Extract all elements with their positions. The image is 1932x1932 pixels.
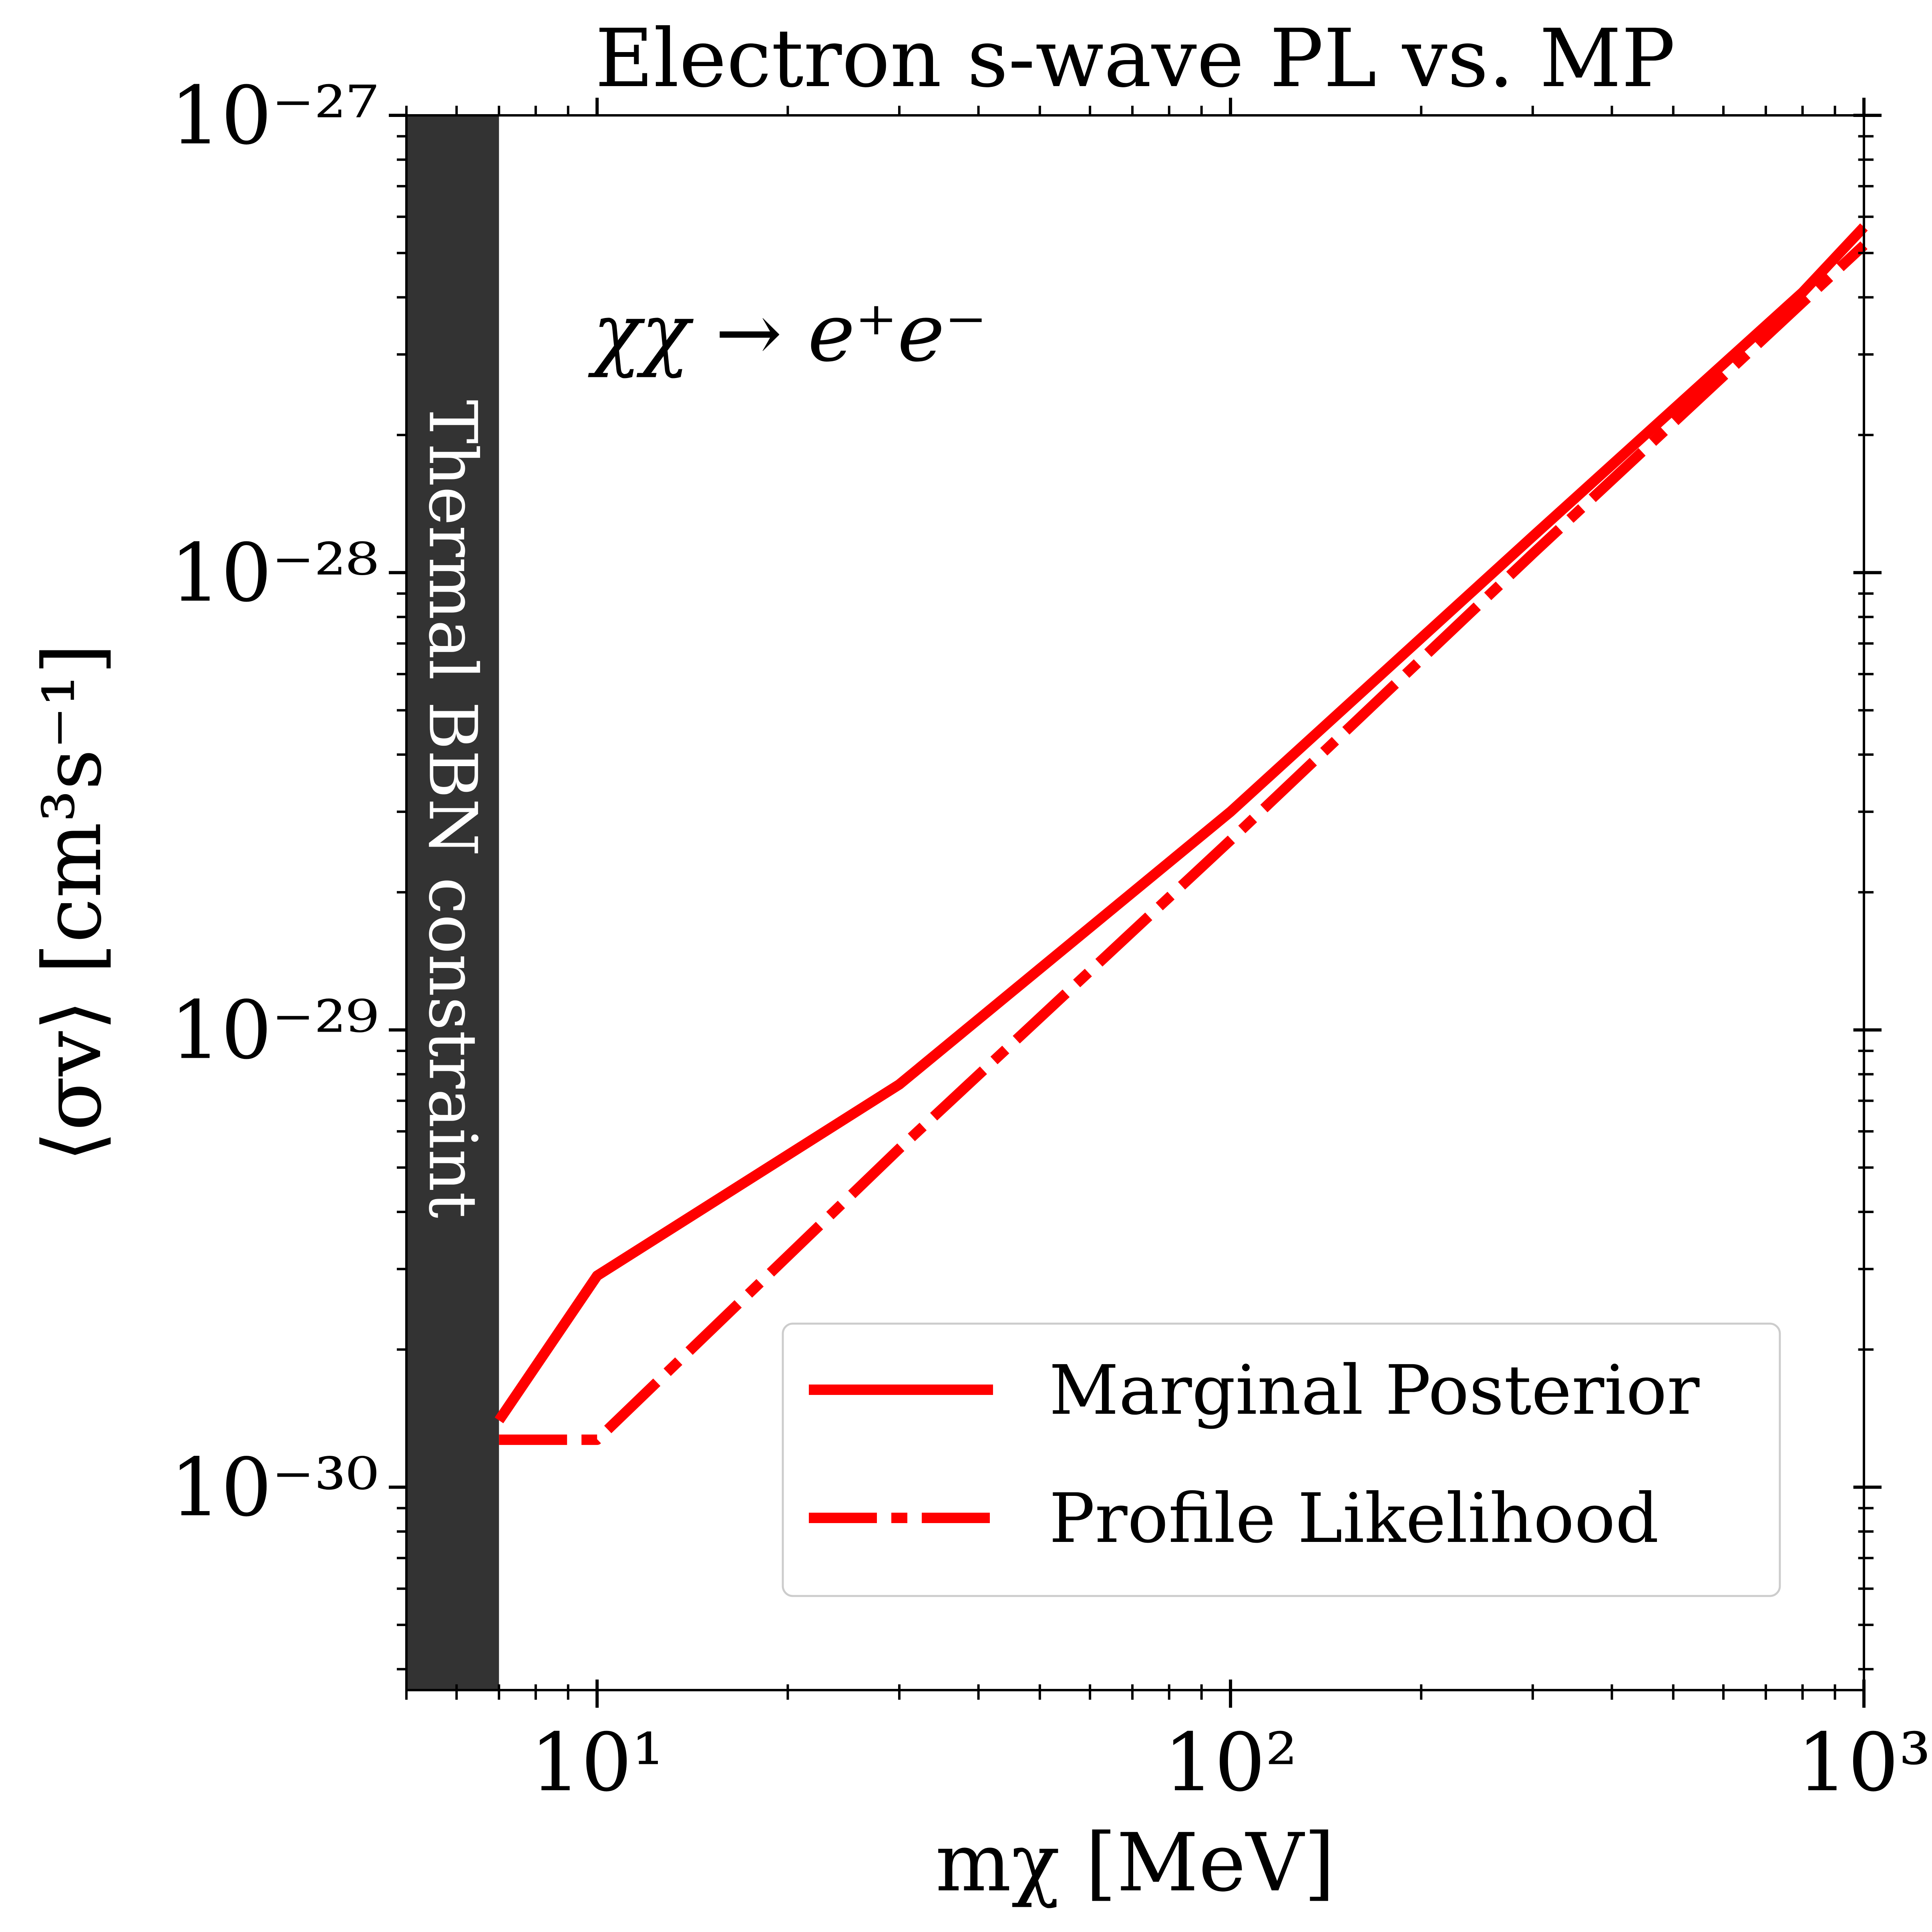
series-layer [495, 223, 1868, 1445]
bbn-region-label: Thermal BBN constraint [414, 400, 491, 1218]
legend-label-marginal-posterior: Marginal Posterior [1049, 1351, 1700, 1430]
legend-label-profile-likelihood: Profile Likelihood [1049, 1479, 1659, 1558]
y-tick-label: 10⁻²⁸ [170, 527, 378, 620]
legend: Marginal Posterior Profile Likelihood [782, 1322, 1781, 1597]
y-tick-label: 10⁻³⁰ [170, 1441, 378, 1534]
x-axis-label: mχ [MeV] [935, 1816, 1335, 1910]
legend-box [782, 1322, 1781, 1597]
series-line-marginal-posterior [495, 223, 1868, 1423]
bbn-shaded-region [406, 115, 499, 1690]
y-tick-label: 10⁻²⁹ [170, 984, 378, 1077]
series-line-profile-likelihood [499, 241, 1868, 1445]
y-axis-label: ⟨σv⟩ [cm³s⁻¹] [26, 643, 119, 1162]
x-tick-label: 10² [1164, 1716, 1298, 1809]
reaction-annotation: χχ → e⁺e⁻ [588, 286, 987, 380]
x-tick-label: 10³ [1797, 1716, 1931, 1809]
ticks-layer: 10¹ 10² 10³ 10⁻³⁰ 10⁻²⁹ 10⁻²⁸ 10⁻²⁷ [170, 69, 1931, 1809]
chart-title: Electron s-wave PL vs. MP [595, 12, 1675, 105]
y-tick-label: 10⁻²⁷ [170, 69, 378, 163]
x-tick-label: 10¹ [530, 1716, 664, 1809]
plot-frame [405, 114, 1865, 1691]
